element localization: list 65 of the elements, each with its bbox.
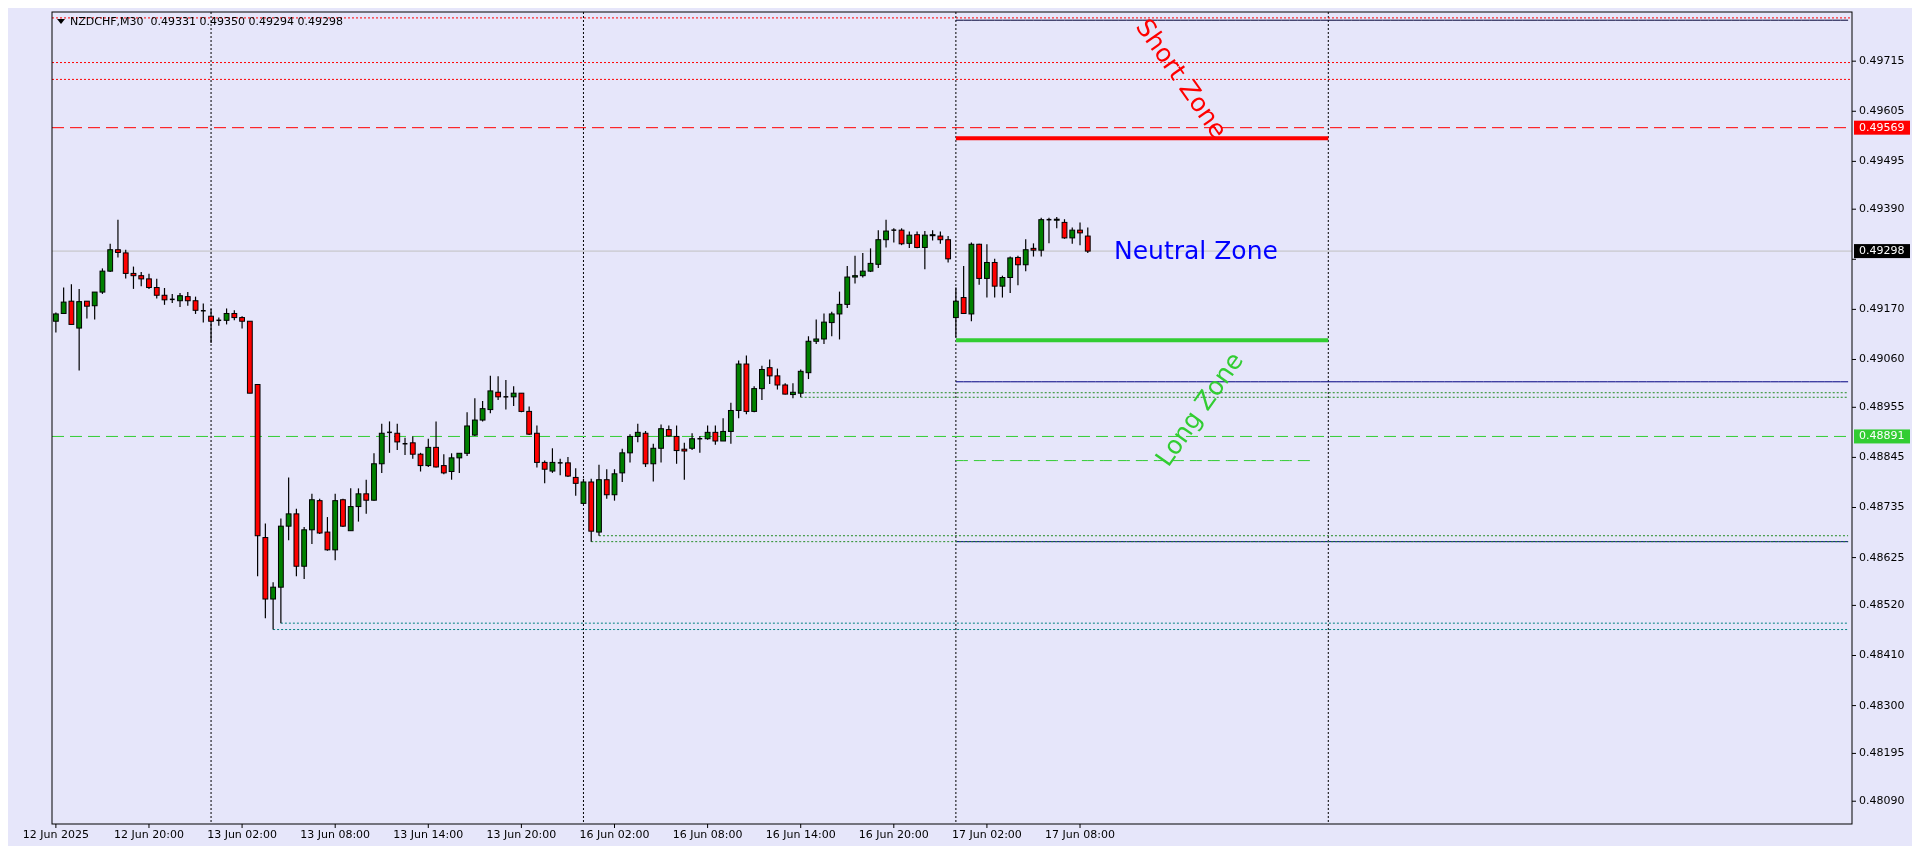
candlestick bbox=[115, 219, 121, 259]
candlestick bbox=[821, 312, 827, 345]
x-tick-label: 12 Jun 20:00 bbox=[114, 828, 184, 841]
candlestick bbox=[270, 581, 277, 631]
candlestick bbox=[658, 424, 664, 463]
ref-line-label: 0.49569 bbox=[1859, 120, 1905, 134]
y-tick-label: 0.49605 bbox=[1859, 104, 1905, 118]
x-tick-label: 17 Jun 08:00 bbox=[1045, 828, 1115, 841]
candlestick bbox=[883, 219, 889, 249]
candlestick bbox=[1077, 221, 1083, 246]
candlestick bbox=[751, 385, 758, 413]
candlestick bbox=[565, 456, 571, 478]
chart-title: NZDCHF,M30 0.49331 0.49350 0.49294 0.49298 bbox=[70, 15, 343, 28]
y-tick-label: 0.48735 bbox=[1859, 500, 1905, 514]
y-tick-label: 0.49060 bbox=[1859, 352, 1905, 366]
x-tick-label: 16 Jun 02:00 bbox=[579, 828, 650, 841]
candlestick bbox=[495, 375, 502, 401]
y-tick-label: 0.48625 bbox=[1859, 550, 1905, 564]
x-tick-label: 16 Jun 14:00 bbox=[765, 828, 836, 841]
y-tick-label: 0.49715 bbox=[1859, 54, 1905, 68]
x-tick-label: 12 Jun 2025 bbox=[22, 828, 89, 841]
x-tick-label: 16 Jun 20:00 bbox=[858, 828, 929, 841]
candlestick bbox=[471, 397, 478, 437]
y-tick-label: 0.49390 bbox=[1859, 202, 1905, 216]
y-tick-label: 0.48520 bbox=[1859, 598, 1905, 612]
candlestick bbox=[1007, 255, 1014, 294]
y-tick-label: 0.49170 bbox=[1859, 302, 1905, 316]
candlestick bbox=[945, 235, 952, 264]
x-tick-label: 16 Jun 08:00 bbox=[672, 828, 743, 841]
candlestick bbox=[759, 365, 765, 401]
x-tick-label: 13 Jun 14:00 bbox=[393, 828, 464, 841]
candlestick bbox=[921, 230, 928, 270]
candlestick bbox=[1084, 226, 1091, 254]
y-tick-label: 0.48195 bbox=[1859, 746, 1905, 760]
candlestick bbox=[502, 379, 510, 411]
ref-line-label: 0.48891 bbox=[1859, 429, 1905, 443]
ref-line-label: 0.49298 bbox=[1859, 244, 1905, 258]
candlestick bbox=[394, 423, 401, 451]
annotation: Neutral Zone bbox=[1114, 236, 1278, 266]
x-tick-label: 13 Jun 20:00 bbox=[486, 828, 557, 841]
x-tick-label: 13 Jun 08:00 bbox=[300, 828, 371, 841]
candlestick bbox=[727, 402, 734, 445]
candlestick bbox=[239, 315, 245, 330]
candlestick bbox=[526, 405, 533, 436]
candlestick bbox=[208, 308, 214, 344]
candlestick bbox=[720, 417, 727, 442]
candlestick bbox=[433, 420, 439, 469]
y-tick-label: 0.48410 bbox=[1859, 648, 1905, 662]
y-tick-label: 0.48300 bbox=[1859, 698, 1905, 712]
candlestick bbox=[984, 243, 990, 299]
candlestick bbox=[84, 300, 90, 320]
y-tick-label: 0.48955 bbox=[1859, 400, 1905, 414]
x-tick-label: 13 Jun 02:00 bbox=[207, 828, 278, 841]
candlestick bbox=[200, 302, 207, 324]
x-tick-label: 17 Jun 02:00 bbox=[951, 828, 1022, 841]
candlestick bbox=[1015, 255, 1021, 286]
y-tick-label: 0.49495 bbox=[1859, 154, 1905, 168]
candlestick bbox=[790, 382, 796, 399]
y-tick-label: 0.48845 bbox=[1859, 450, 1905, 464]
y-tick-label: 0.48090 bbox=[1859, 794, 1905, 808]
candlestick bbox=[177, 292, 183, 308]
candlestick bbox=[627, 433, 633, 463]
candlestick bbox=[107, 243, 114, 273]
candlestick bbox=[852, 255, 858, 285]
candlestick bbox=[952, 286, 959, 339]
